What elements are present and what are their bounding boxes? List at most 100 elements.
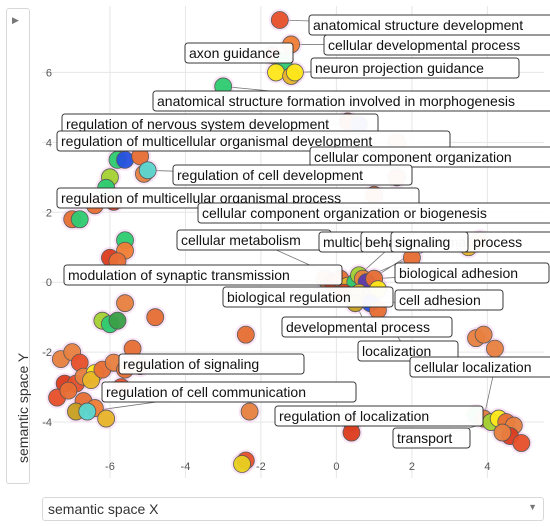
x-tick-label: -2 [256, 461, 266, 473]
term-label-box [274, 405, 484, 427]
term-label-text: cellular metabolism [181, 232, 301, 248]
term-label-text: cellular localization [414, 359, 532, 375]
term-label-box [394, 289, 504, 311]
y-tick-label: 0 [46, 277, 52, 289]
data-point [70, 210, 89, 229]
data-point [486, 339, 504, 358]
y-tick-label: -2 [42, 347, 52, 359]
term-label-box [184, 42, 294, 64]
term-label: regulation of localization [274, 405, 484, 427]
data-point [236, 325, 255, 344]
term-label: cellular localization [409, 356, 550, 378]
term-label-text: developmental process [286, 319, 430, 335]
data-point [116, 294, 134, 313]
term-label-box [323, 34, 550, 56]
chevron-down-icon: ▼ [528, 502, 537, 512]
y-tick-label: 4 [46, 137, 52, 149]
term-label: cellular component organization [309, 146, 550, 168]
term-label-box [409, 356, 550, 378]
term-label-box [394, 262, 550, 284]
x-tick-label: 4 [484, 461, 490, 473]
term-label: regulation of nervous system development [61, 113, 379, 135]
term-label: regulation of multicellular organismal d… [56, 130, 451, 152]
data-point [233, 455, 251, 473]
term-label-text: transport [397, 430, 452, 446]
term-label-text: modulation of synaptic transmission [68, 267, 290, 283]
term-label: neuron projection guidance [310, 57, 520, 79]
data-point [82, 371, 100, 390]
term-label: regulation of cell communication [101, 381, 357, 403]
x-axis-selector[interactable]: semantic space X ▼ [42, 497, 544, 521]
term-label-box [101, 381, 357, 403]
term-label-text: regulation of localization [279, 408, 429, 424]
term-label-box [281, 316, 453, 338]
term-label-box [310, 57, 520, 79]
term-label-text: cell adhesion [399, 292, 481, 308]
term-label-text: regulation of nervous system development [66, 116, 329, 132]
data-point [285, 63, 304, 82]
term-label-text: regulation of cell communication [106, 384, 306, 400]
term-label: axon guidance [184, 42, 294, 64]
term-label: modulation of synaptic transmission [63, 264, 343, 286]
term-label-text: anatomical structure formation involved … [157, 93, 515, 109]
term-label: anatomical structure development [308, 14, 550, 36]
data-point [108, 311, 127, 330]
term-label-box [222, 286, 394, 308]
data-point [493, 423, 512, 442]
axis-ticks: -6 -4 -2 0 2 4 -4 -2 0 2 4 6 [42, 67, 490, 473]
x-tick-label: -4 [181, 461, 191, 473]
term-label-box [390, 231, 469, 253]
term-label-box [152, 90, 550, 112]
term-label: transport [392, 427, 471, 449]
term-label: regulation of signaling [118, 353, 305, 375]
data-point [474, 325, 493, 344]
y-axis-selector[interactable]: ▶ semantic space Y [6, 8, 31, 484]
term-label: cellular metabolism [176, 229, 332, 251]
term-label: biological adhesion [394, 262, 550, 284]
data-point [59, 381, 78, 400]
term-label: signaling [390, 231, 469, 253]
term-label-text: cellular developmental process [328, 37, 520, 53]
term-label-box [197, 202, 550, 224]
term-label: cell adhesion [394, 289, 504, 311]
data-point [267, 63, 285, 82]
y-tick-label: 2 [46, 207, 52, 219]
term-label-text: axon guidance [189, 45, 280, 61]
term-label: cellular component organization or bioge… [197, 202, 550, 224]
term-label-text: biological regulation [227, 289, 351, 305]
term-label-text: cellular component organization [314, 149, 512, 165]
data-point [146, 308, 165, 327]
term-label: regulation of cell development [172, 164, 413, 186]
data-point [138, 161, 157, 180]
term-label-text: regulation of multicellular organismal d… [61, 133, 372, 149]
term-label-box [357, 340, 459, 362]
term-label-text: localization [362, 343, 431, 359]
term-label-box [172, 164, 413, 186]
term-label: cellular developmental process [323, 34, 550, 56]
term-label: developmental process [281, 316, 453, 338]
term-label-text: signaling [395, 234, 450, 250]
term-label: localization [357, 340, 459, 362]
term-label-box [309, 146, 550, 168]
term-label-text: regulation of cell development [177, 167, 363, 183]
term-label-text: anatomical structure development [313, 17, 523, 33]
data-point [97, 409, 116, 428]
term-label-box [56, 130, 451, 152]
chevron-right-icon: ▶ [12, 15, 19, 25]
x-tick-label: -6 [105, 461, 115, 473]
x-tick-label: 0 [333, 461, 339, 473]
data-point [116, 150, 134, 169]
y-tick-label: 6 [46, 67, 52, 79]
term-label-text: regulation of multicellular organismal p… [61, 190, 341, 206]
term-label-text: cellular component organization or bioge… [202, 205, 487, 221]
data-point [78, 402, 97, 421]
data-point [342, 423, 361, 442]
term-label: biological regulation [222, 286, 394, 308]
term-label-box [118, 353, 305, 375]
x-axis-label: semantic space X [48, 501, 159, 517]
term-label-box [63, 264, 343, 286]
term-label: anatomical structure formation involved … [152, 90, 550, 112]
term-label-text: biological adhesion [399, 265, 518, 281]
data-point [240, 402, 259, 421]
